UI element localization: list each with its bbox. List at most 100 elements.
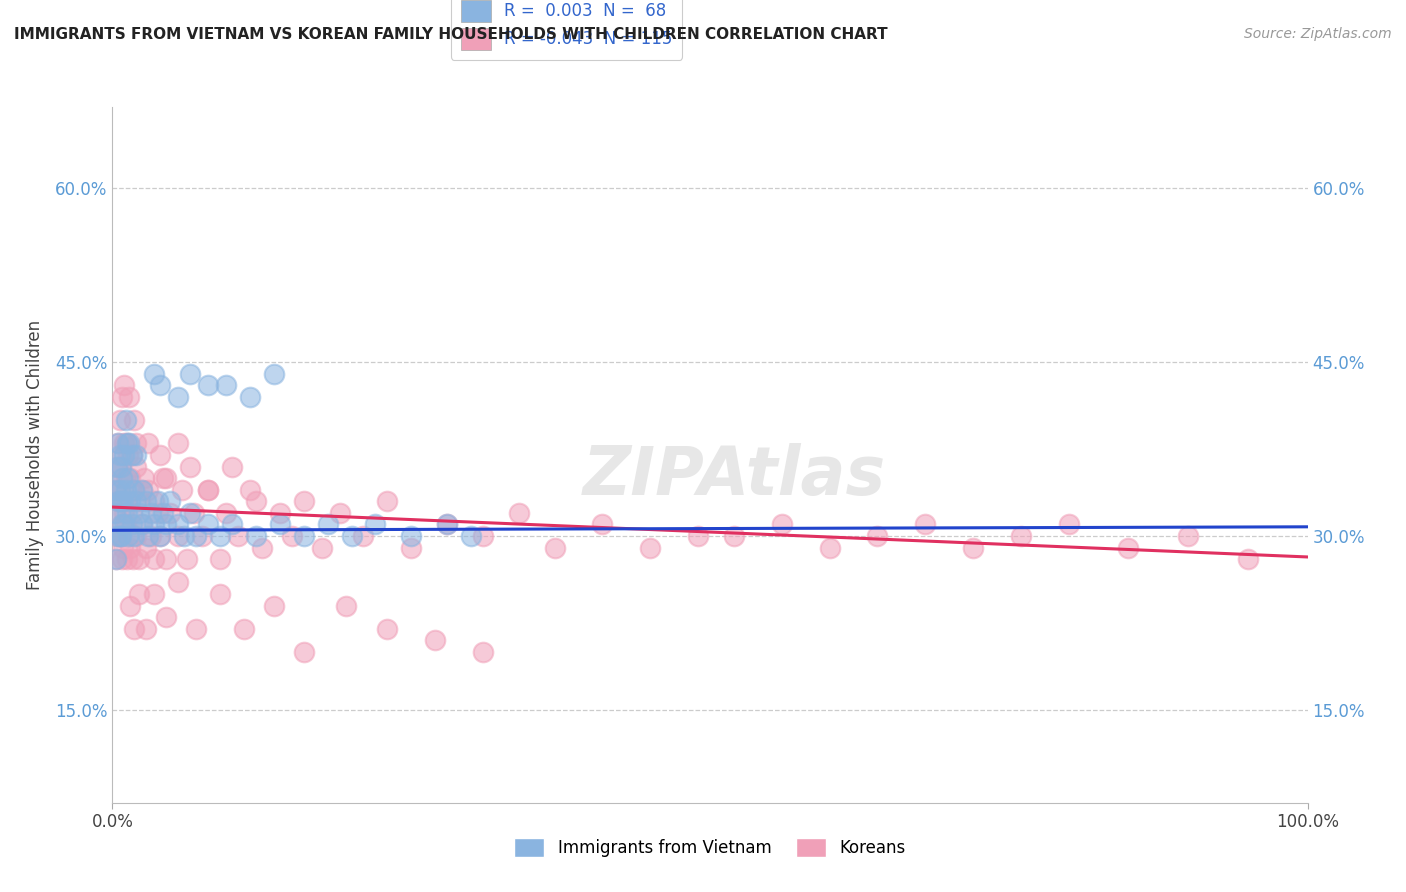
Point: [135, 541, 157, 555]
Point: [114, 436, 135, 450]
Point: [543, 541, 565, 555]
Point: [179, 459, 201, 474]
Point: [292, 529, 315, 543]
Point: [329, 506, 352, 520]
Point: [117, 471, 139, 485]
Point: [138, 436, 160, 450]
Point: [377, 622, 399, 636]
Point: [139, 529, 162, 543]
Point: [104, 506, 127, 520]
Point: [114, 517, 136, 532]
Text: ZIPAtlas: ZIPAtlas: [582, 442, 886, 508]
Point: [135, 494, 157, 508]
Point: [215, 378, 238, 392]
Point: [107, 436, 129, 450]
Point: [197, 378, 219, 392]
Point: [143, 587, 166, 601]
Point: [107, 494, 129, 508]
Point: [117, 448, 139, 462]
Point: [112, 448, 135, 462]
Point: [110, 494, 132, 508]
Point: [197, 517, 219, 532]
Point: [114, 471, 136, 485]
Point: [818, 541, 841, 555]
Point: [250, 541, 273, 555]
Point: [143, 517, 166, 532]
Point: [129, 494, 152, 508]
Point: [245, 494, 267, 508]
Point: [152, 506, 174, 520]
Point: [146, 506, 169, 520]
Point: [226, 529, 249, 543]
Point: [107, 436, 129, 450]
Point: [121, 517, 143, 532]
Point: [143, 494, 166, 508]
Point: [377, 494, 399, 508]
Point: [121, 506, 143, 520]
Point: [110, 529, 132, 543]
Point: [316, 517, 339, 532]
Point: [108, 529, 131, 543]
Point: [460, 529, 482, 543]
Text: IMMIGRANTS FROM VIETNAM VS KOREAN FAMILY HOUSEHOLDS WITH CHILDREN CORRELATION CH: IMMIGRANTS FROM VIETNAM VS KOREAN FAMILY…: [14, 27, 887, 42]
Point: [105, 459, 128, 474]
Point: [263, 367, 285, 381]
Point: [239, 483, 262, 497]
Point: [114, 448, 135, 462]
Point: [292, 494, 315, 508]
Point: [155, 610, 177, 624]
Point: [114, 413, 136, 427]
Point: [179, 506, 201, 520]
Point: [640, 541, 662, 555]
Point: [125, 529, 148, 543]
Point: [131, 517, 153, 532]
Point: [221, 459, 243, 474]
Point: [436, 517, 458, 532]
Point: [105, 529, 128, 543]
Point: [209, 587, 232, 601]
Point: [120, 471, 142, 485]
Point: [269, 506, 291, 520]
Point: [914, 517, 936, 532]
Point: [335, 599, 357, 613]
Point: [115, 436, 138, 450]
Point: [125, 436, 148, 450]
Point: [110, 459, 132, 474]
Point: [122, 483, 145, 497]
Point: [120, 494, 142, 508]
Point: [263, 599, 285, 613]
Point: [117, 529, 139, 543]
Point: [155, 552, 177, 566]
Point: [508, 506, 530, 520]
Point: [401, 529, 423, 543]
Point: [125, 448, 148, 462]
Point: [197, 483, 219, 497]
Point: [221, 517, 243, 532]
Point: [118, 390, 141, 404]
Point: [108, 529, 131, 543]
Point: [128, 587, 150, 601]
Point: [173, 529, 195, 543]
Point: [159, 494, 181, 508]
Point: [352, 529, 374, 543]
Point: [114, 483, 136, 497]
Point: [121, 552, 143, 566]
Point: [118, 529, 141, 543]
Point: [239, 390, 262, 404]
Point: [592, 517, 614, 532]
Point: [1177, 529, 1199, 543]
Point: [401, 541, 423, 555]
Point: [146, 494, 169, 508]
Point: [209, 529, 232, 543]
Point: [233, 622, 256, 636]
Point: [269, 517, 291, 532]
Point: [149, 448, 172, 462]
Point: [112, 471, 135, 485]
Point: [132, 471, 155, 485]
Point: [139, 506, 162, 520]
Point: [114, 506, 135, 520]
Point: [138, 483, 160, 497]
Point: [122, 622, 145, 636]
Point: [167, 390, 190, 404]
Point: [1057, 517, 1080, 532]
